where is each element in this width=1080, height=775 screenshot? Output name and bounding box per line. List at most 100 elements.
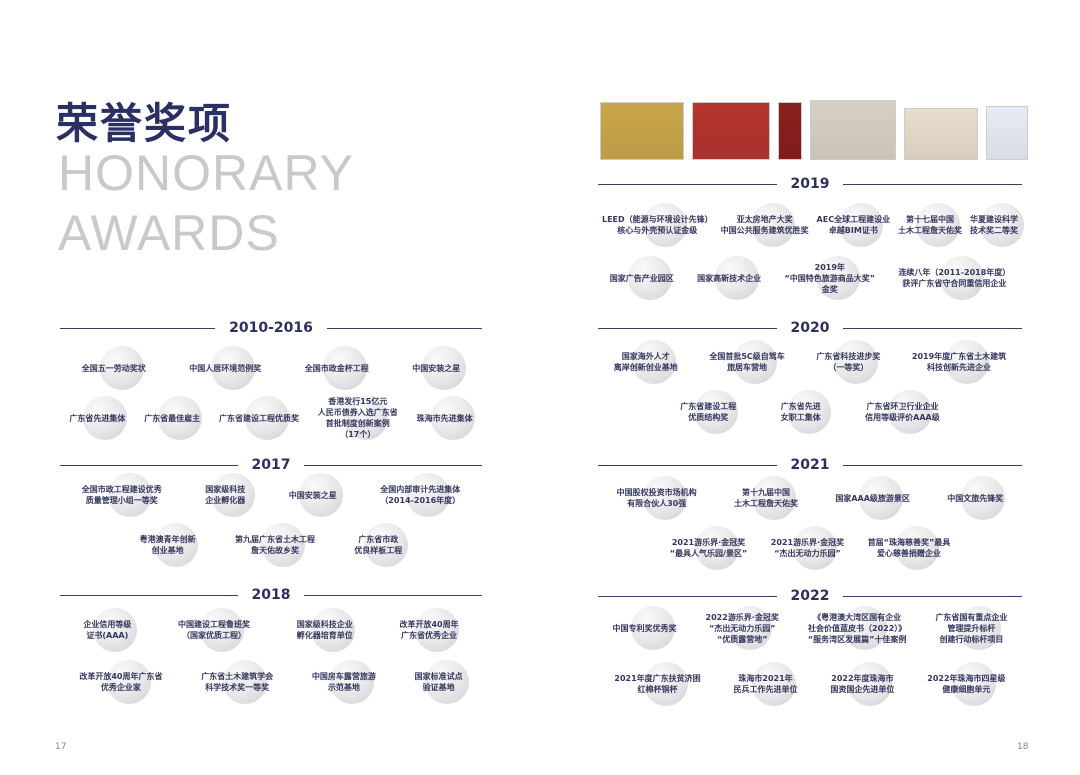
page-number-left: 17: [55, 742, 67, 752]
divider: [60, 327, 216, 329]
award-item: AEC全球工程建设业 卓越BIM证书: [816, 203, 891, 247]
award-row: 国家广告产业园区 国家高新技术企业 2019年 “中国特色旅游商品大奖” 金奖 连续八…: [598, 256, 1022, 300]
award-circle-decoration: [93, 608, 138, 652]
award-row: 中国专利奖优秀奖 2022游乐界·金冠奖 “杰出无动力乐园” “优质露营地” 《粤港…: [598, 606, 1022, 650]
award-row: 改革开放40周年广东省 优秀企业家 广东省土木建筑学会 科学技术奖一等奖 中国房车露…: [60, 660, 482, 704]
page-title-en-line1: HONORARY: [58, 145, 355, 201]
award-row: 广东省建设工程 优质结构奖 广东省先进 女职工集体 广东省环卫行业企业 信用等级评价…: [658, 390, 962, 434]
award-item: 全国五一劳动奖状: [81, 346, 146, 390]
award-circle-decoration: [961, 476, 1006, 520]
award-row: 粤港澳青年创新 创业基地 第九届广东省土木工程 詹天佑故乡奖 广东省市政 优良样板工…: [120, 523, 422, 567]
award-circle-decoration: [260, 523, 305, 567]
award-label: 中国股权投资市场机构 有限合伙人30强: [616, 488, 697, 508]
award-row: LEED（能源与环境设计先锋） 核心与外壳预认证金级 亚太房地产大奖 中国公共服务…: [598, 203, 1024, 247]
award-item: 国家级科技 企业孵化器: [205, 473, 256, 517]
year-label: 2022: [790, 588, 830, 604]
year-label: 2018: [251, 587, 291, 603]
award-item: 企业信用等级 证书(AAA): [83, 608, 138, 652]
award-item: 亚太房地产大奖 中国公共服务建筑优胜奖: [721, 203, 809, 247]
award-circle-decoration: [211, 346, 256, 390]
award-label: 华夏建设科学 技术奖二等奖: [969, 215, 1018, 235]
award-item: 华夏建设科学 技术奖二等奖: [969, 203, 1024, 247]
award-label: LEED（能源与环境设计先锋） 核心与外壳预认证金级: [601, 215, 713, 235]
award-label: 2022年度珠海市 国资国企先进单位: [830, 674, 895, 694]
award-label: 2021年度广东扶贫济困 红棉杯铜杯: [614, 674, 701, 694]
year-label: 2019: [790, 176, 830, 192]
award-label: 广东省先进集体: [69, 413, 126, 423]
award-circle-decoration: [957, 606, 1002, 650]
award-item: 广东省土木建筑学会 科学技术奖一等奖: [201, 660, 274, 704]
award-item: 第十九届中国 土木工程詹天佑奖: [734, 476, 798, 520]
award-label: 全国内部审计先进集体 （2014-2016年度）: [380, 485, 461, 505]
award-item: 2021游乐界·金冠奖 “最具人气乐园/景区”: [669, 526, 748, 570]
award-label: 国家海外人才 离岸创新创业基地: [613, 352, 678, 372]
award-circle-decoration: [322, 346, 367, 390]
award-item: 第十七届中国 土木工程詹天佑奖: [898, 203, 962, 247]
award-item: 全国市政工程建设优秀 质量管理小组一等奖: [82, 473, 162, 517]
award-circle-decoration: [940, 256, 985, 300]
award-circle-decoration: [858, 476, 903, 520]
award-label: 广东省科技进步奖 （一等奖）: [816, 352, 881, 372]
divider: [598, 327, 777, 329]
award-circle-decoration: [106, 660, 151, 704]
award-circle-decoration: [815, 256, 860, 300]
award-item: 广东省先进集体: [69, 396, 128, 440]
award-circle-decoration: [329, 660, 374, 704]
award-item: 首届“珠海慈善奖”最具 爱心慈善捐赠企业: [868, 526, 950, 570]
award-label: 广东省建设工程 优质结构奖: [680, 402, 737, 422]
award-label: 广东省国有重点企业 管理提升标杆 创建行动标杆项目: [935, 612, 1008, 644]
divider: [326, 327, 482, 329]
award-label: 中国安装之星: [412, 363, 461, 373]
award-row: 企业信用等级 证书(AAA) 中国建设工程鲁班奖 （国家优质工程） 国家级科技企业 …: [60, 608, 482, 652]
award-circle-decoration: [627, 256, 672, 300]
award-circle-decoration: [630, 606, 675, 650]
award-row: 国家海外人才 离岸创新创业基地 全国首批5C级自驾车 旅居车营地 广东省科技进步奖 …: [598, 340, 1022, 384]
award-item: 全国首批5C级自驾车 旅居车营地: [709, 340, 785, 384]
award-label: 2021游乐界·金冠奖 “最具人气乐园/景区”: [669, 538, 748, 558]
award-item: 中国安装之星: [412, 346, 467, 390]
divider: [304, 594, 482, 596]
award-label: 粤港澳青年创新 创业基地: [139, 535, 196, 555]
award-circle-decoration: [343, 396, 388, 440]
award-label: 中国安装之星: [288, 490, 337, 500]
divider: [843, 183, 1022, 185]
award-circle-decoration: [694, 526, 739, 570]
award-label: 香港发行15亿元 人民币债券入选广东省 首批制度创新案例 （17个）: [317, 397, 398, 439]
award-circle-decoration: [83, 396, 128, 440]
award-circle-decoration: [631, 340, 676, 384]
certificate-image: [810, 100, 896, 160]
award-item: 全国内部审计先进集体 （2014-2016年度）: [380, 473, 461, 517]
award-label: 珠海市先进集体: [416, 413, 473, 423]
award-row: 广东省先进集体 广东省最佳雇主 广东省建设工程优质奖 香港发行15亿元 人民币债券入选…: [60, 396, 482, 440]
award-item: LEED（能源与环境设计先锋） 核心与外壳预认证金级: [601, 203, 713, 247]
award-label: AEC全球工程建设业 卓越BIM证书: [816, 215, 891, 235]
award-row: 全国五一劳动奖状 中国人居环境范例奖 全国市政金杯工程 中国安装之星: [60, 346, 482, 390]
award-circle-decoration: [834, 340, 879, 384]
award-label: 广东省土木建筑学会 科学技术奖一等奖: [201, 672, 274, 692]
certificate-image: [986, 106, 1028, 160]
award-label: 2021游乐界·金冠奖 “杰出无动力乐园”: [770, 538, 845, 558]
page-title-cn: 荣誉奖项: [56, 99, 233, 148]
award-item: 第九届广东省土木工程 詹天佑故乡奖: [235, 523, 315, 567]
award-row: 全国市政工程建设优秀 质量管理小组一等奖 国家级科技 企业孵化器 中国安装之星 全国内…: [60, 473, 482, 517]
award-circle-decoration: [715, 256, 760, 300]
award-circle-decoration: [211, 473, 256, 517]
award-circle-decoration: [751, 662, 796, 706]
award-item: 粤港澳青年创新 创业基地: [139, 523, 198, 567]
award-label: 《粤港澳大湾区国有企业 社会价值蓝皮书（2022）》 “服务湾区发展篇”十佳案例: [807, 612, 907, 644]
award-label: 珠海市2021年 民兵工作先进单位: [733, 674, 798, 694]
award-item: 中国建设工程鲁班奖 （国家优质工程）: [178, 608, 250, 652]
certificate-image: [600, 102, 684, 160]
award-circle-decoration: [298, 473, 343, 517]
page-number-right: 18: [1017, 742, 1029, 752]
award-label: 国家AAA级旅游景区: [835, 493, 910, 503]
award-circle-decoration: [422, 346, 467, 390]
award-item: 改革开放40周年广东省 优秀企业家: [79, 660, 162, 704]
award-circle-decoration: [643, 203, 688, 247]
award-item: 广东省环卫行业企业 信用等级评价AAA级: [865, 390, 940, 434]
award-label: 国家广告产业园区: [609, 273, 674, 283]
award-circle-decoration: [843, 606, 888, 650]
award-circle-decoration: [158, 396, 203, 440]
award-label: 全国五一劳动奖状: [81, 363, 146, 373]
certificate-image: [692, 102, 770, 160]
